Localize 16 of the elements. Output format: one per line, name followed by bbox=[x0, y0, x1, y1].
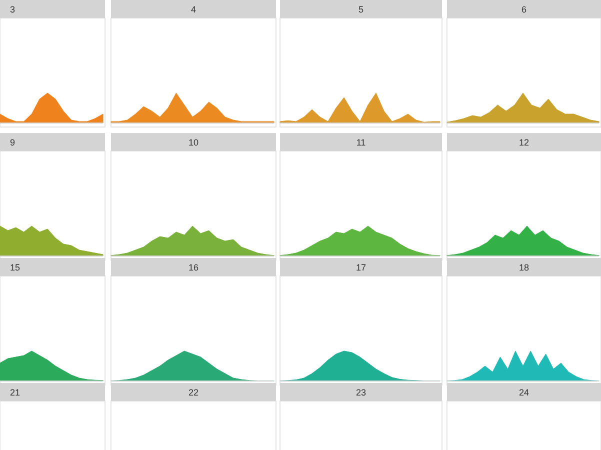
chart-title: 10 bbox=[188, 138, 199, 148]
chart-title: 12 bbox=[518, 138, 530, 148]
chart-title: 4 bbox=[190, 4, 196, 14]
chart-title: 9 bbox=[10, 138, 16, 148]
chart-title: 18 bbox=[518, 262, 530, 272]
chart-title: 11 bbox=[356, 138, 366, 148]
text: 23 bbox=[356, 388, 366, 398]
chart-title: 3 bbox=[10, 4, 16, 14]
chart-title: 6 bbox=[521, 4, 527, 14]
text: 22 bbox=[188, 388, 199, 398]
chart-title: 16 bbox=[188, 262, 199, 272]
chart-title: 15 bbox=[10, 262, 20, 272]
chart-title: 17 bbox=[356, 262, 366, 272]
chart-title: 5 bbox=[358, 4, 364, 14]
text: 24 bbox=[518, 388, 530, 398]
text: 21 bbox=[10, 388, 20, 398]
